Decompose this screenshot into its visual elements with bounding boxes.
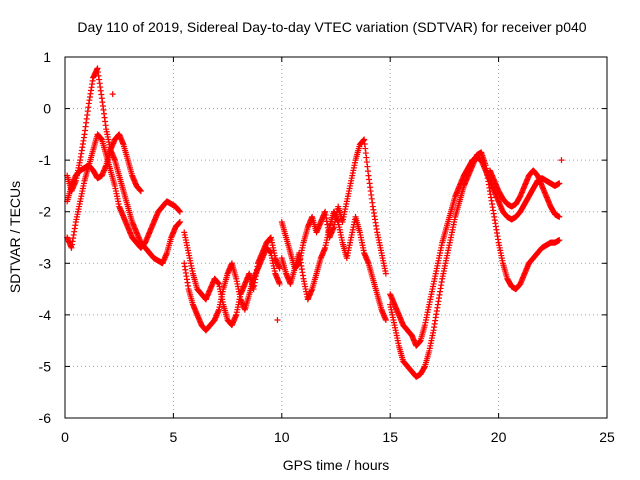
y-tick-label: 1 <box>43 49 51 65</box>
y-tick-labels: -6 -5 -4 -3 -2 -1 0 1 <box>39 49 52 426</box>
x-tick-label: 10 <box>274 429 290 445</box>
series-track-c <box>64 131 144 205</box>
data-points <box>64 65 565 380</box>
y-axis-label: SDTVAR / TECUs <box>7 181 23 293</box>
x-tick-label: 25 <box>599 429 615 445</box>
y-tick-label: -4 <box>39 307 52 323</box>
data-point <box>176 208 183 215</box>
data-point <box>558 157 565 164</box>
y-tick-label: 0 <box>43 101 51 117</box>
data-point <box>556 237 563 244</box>
x-tick-label: 5 <box>170 429 178 445</box>
series-track-e <box>181 244 283 334</box>
series-track-i <box>387 154 493 349</box>
series-track-h <box>387 149 493 380</box>
y-tick-label: -3 <box>39 255 52 271</box>
chart-title: Day 110 of 2019, Sidereal Day-to-day VTE… <box>77 19 586 35</box>
data-point <box>274 317 281 324</box>
data-point <box>382 317 389 324</box>
series-track-j <box>486 188 563 293</box>
data-point <box>109 91 116 98</box>
x-axis-label: GPS time / hours <box>283 457 390 473</box>
data-point <box>137 188 144 195</box>
y-tick-label: -1 <box>39 152 52 168</box>
x-tick-labels: 0 5 10 15 20 25 <box>61 429 615 445</box>
data-point <box>556 213 563 220</box>
x-tick-label: 15 <box>382 429 398 445</box>
x-tick-label: 0 <box>61 429 69 445</box>
series-track-l <box>486 167 563 220</box>
data-point <box>276 265 283 272</box>
series-track-b <box>64 131 183 251</box>
data-point <box>556 180 563 187</box>
data-point <box>276 280 283 287</box>
series-isolated <box>109 91 565 324</box>
series-track-f <box>278 136 389 277</box>
data-point <box>382 270 389 277</box>
y-tick-label: -6 <box>39 410 52 426</box>
data-point <box>176 219 183 226</box>
y-tick-label: -5 <box>39 358 52 374</box>
plot-frame <box>64 56 608 419</box>
series-track-a <box>64 65 183 267</box>
x-tick-label: 20 <box>491 429 507 445</box>
y-tick-label: -2 <box>39 204 52 220</box>
series-track-g <box>278 208 389 324</box>
